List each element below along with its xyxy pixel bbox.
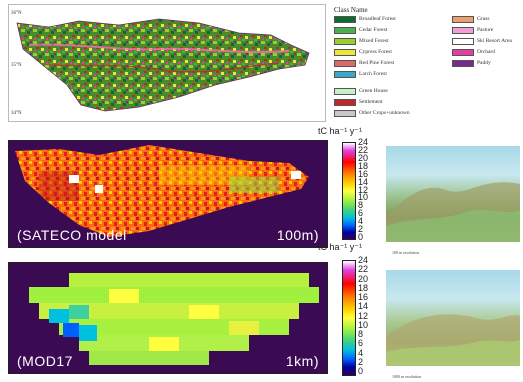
terrain-bottom-graphic [386, 314, 520, 366]
colorbar-tick-label: 4 [358, 347, 364, 358]
legend-title: Class Name [334, 6, 368, 14]
sateco-map-graphic [15, 145, 309, 237]
mod17-label: (MOD17 [17, 353, 73, 369]
lat-label-1: 36°N [11, 11, 22, 16]
legend-label: Cypress Forest [359, 49, 392, 55]
terrain-view-1000m [386, 270, 520, 366]
sateco-resolution: 100m) [276, 227, 319, 243]
colorbar-unit-bottom: tC ha⁻¹ y⁻¹ [318, 242, 363, 252]
legend-swatch [334, 99, 356, 106]
legend-swatch [452, 49, 474, 56]
legend-swatch [334, 16, 356, 23]
legend-label: Ski Resort Area [477, 38, 512, 44]
legend-swatch [452, 60, 474, 67]
colorbar-tick-label: 4 [358, 216, 364, 227]
legend-label: Other Crops+unknown [359, 110, 410, 116]
colorbar-tick-label: 8 [358, 329, 364, 339]
caption-100m: 100 m resolution [392, 250, 420, 255]
legend-swatch [334, 27, 356, 34]
legend-label: Red Pine Forest [359, 60, 395, 66]
colorbar-tick-label: 6 [358, 338, 364, 349]
legend-swatch [334, 88, 356, 95]
colorbar-tick-label: 16 [358, 168, 369, 179]
legend-swatch [452, 27, 474, 34]
colorbar-bottom-ticks: 24 22 20 18 16 14 12 10 8 6 4 2 0 [358, 255, 378, 376]
lat-label-2: 35°N [11, 63, 22, 68]
legend-swatch [452, 38, 474, 45]
terrain-view-100m [386, 146, 520, 242]
land-cover-map-graphic [16, 18, 310, 112]
legend-swatch [334, 49, 356, 56]
colorbar-tick-label: 18 [358, 160, 369, 171]
legend-swatch [334, 38, 356, 45]
mod17-map: (MOD17 1km) [8, 262, 328, 374]
legend-label: Grass [477, 16, 490, 22]
colorbar-tick-label: 24 [358, 137, 369, 147]
colorbar-tick-label: 12 [358, 310, 369, 321]
legend-label: Pasture [477, 27, 494, 33]
colorbar-tick-label: 2 [358, 356, 364, 367]
colorbar-tick-label: 0 [358, 232, 364, 242]
legend-label: Orchard [477, 49, 496, 55]
colorbar-tick-label: 14 [358, 301, 369, 312]
legend-label: Green House [359, 88, 388, 94]
legend-label: Cedar Forest [359, 27, 388, 33]
colorbar-bottom [342, 260, 356, 376]
mod17-resolution: 1km) [285, 353, 319, 369]
legend-label: Paddy [477, 60, 491, 66]
colorbar-tick-label: 2 [358, 224, 364, 235]
colorbar-tick-label: 12 [358, 184, 369, 195]
colorbar-tick-label: 22 [358, 264, 369, 275]
sateco-label: (SATECO model [17, 227, 127, 243]
caption-1000m: 1000 m resolution [392, 374, 422, 379]
colorbar-tick-label: 20 [358, 273, 369, 284]
colorbar-tick-label: 10 [358, 192, 369, 203]
colorbar-tick-label: 16 [358, 292, 369, 302]
terrain-top-graphic [386, 182, 520, 242]
colorbar-tick-label: 24 [358, 255, 369, 265]
legend-label: Larch Forest [359, 71, 387, 77]
legend-label: Mixed Forest [359, 38, 389, 44]
colorbar-tick-label: 22 [358, 144, 369, 155]
colorbar-tick-label: 20 [358, 152, 369, 163]
colorbar-tick-label: 10 [358, 319, 369, 330]
colorbar-tick-label: 18 [358, 282, 369, 293]
colorbar-top-ticks: 24 22 20 18 16 14 12 10 8 6 4 2 0 [358, 137, 378, 242]
mod17-map-graphic [29, 273, 319, 365]
lat-label-3: 34°N [11, 111, 22, 116]
sateco-map: (SATECO model 100m) [8, 140, 328, 248]
colorbar-tick-label: 8 [358, 200, 364, 211]
colorbar-top [342, 142, 356, 240]
colorbar-tick-label: 0 [358, 366, 364, 376]
legend-label: Settlement [359, 99, 383, 105]
land-cover-map: 36°N 35°N 34°N [8, 4, 326, 122]
legend-label: Broadleaf Forest [359, 16, 396, 22]
land-cover-legend: Class Name Broadleaf Forest Cedar Forest M… [330, 4, 522, 120]
legend-swatch [334, 60, 356, 67]
legend-swatch [452, 16, 474, 23]
colorbar-unit-top: tC ha⁻¹ y⁻¹ [318, 126, 363, 136]
colorbar-tick-label: 14 [358, 176, 369, 187]
legend-swatch [334, 71, 356, 78]
colorbar-tick-label: 6 [358, 208, 364, 219]
legend-swatch [334, 110, 356, 117]
